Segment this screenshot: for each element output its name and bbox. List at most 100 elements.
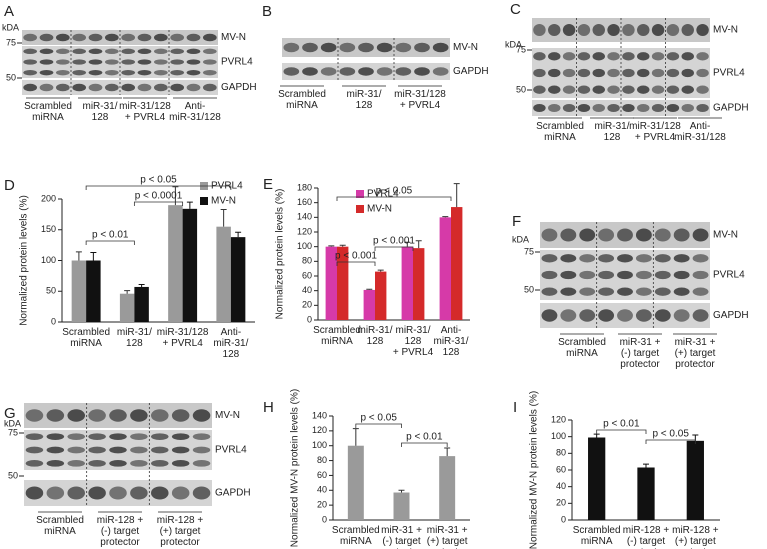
blot-band (137, 48, 152, 54)
blot-band (23, 70, 38, 76)
blot-band (637, 68, 650, 78)
blot-band (46, 486, 65, 500)
blot-band (186, 70, 201, 76)
blot-band (55, 59, 70, 65)
blot-band (637, 104, 650, 112)
significance-bracket (85, 185, 232, 190)
bar (401, 246, 413, 320)
blot-band (202, 83, 217, 92)
lane-label: Scrambled miRNA (36, 515, 84, 537)
x-tick-label: miR-31/128 + PVRL4 (157, 327, 209, 349)
blot-band (607, 68, 620, 78)
legend-label: MV-N (367, 204, 392, 215)
blot-band (541, 309, 558, 322)
blot-band (23, 48, 38, 54)
y-tick-label: 0 (307, 314, 312, 324)
panel-letter: A (4, 3, 14, 20)
error-bar (328, 245, 335, 247)
error-bar (186, 201, 193, 209)
kda-label: kDA (2, 22, 19, 32)
blot-band (23, 83, 38, 92)
x-tick-label: miR-31/128 (357, 325, 392, 347)
band-label: PVRL4 (215, 445, 247, 456)
blot-band (151, 446, 169, 454)
bar (168, 205, 183, 322)
x-tick-label: miR-31/128 + PVRL4 (393, 325, 434, 358)
significance-label: p < 0.05 (140, 175, 177, 186)
blot-band (171, 460, 190, 467)
blot-band (548, 52, 561, 61)
blot-band (202, 48, 217, 54)
blot-band (72, 70, 87, 76)
bar (451, 207, 463, 320)
y-tick-label: 100 (297, 241, 312, 251)
bar (588, 437, 606, 520)
blot-band (673, 287, 690, 296)
blot-band (533, 24, 546, 36)
x-tick-label: Scrambled miRNA (313, 325, 361, 347)
legend-swatch (200, 197, 208, 205)
blot-band (560, 228, 577, 242)
blot-band (46, 460, 65, 467)
blot-band (607, 104, 620, 112)
blot-band (533, 85, 546, 94)
blot-band (339, 67, 356, 76)
blot-band (302, 67, 318, 76)
y-axis-label: Normalized MV-N protein levels (%) (529, 391, 540, 549)
bar (134, 286, 149, 322)
band-label: GAPDH (453, 66, 489, 77)
lane-label: Scrambled miRNA (24, 101, 72, 123)
blot-band (579, 228, 596, 242)
blot-band (607, 24, 620, 36)
y-tick-label: 40 (317, 485, 327, 495)
blot-band (25, 446, 44, 454)
blot-band (186, 59, 201, 65)
error-bar (444, 447, 451, 457)
blot-band (562, 52, 576, 61)
blot-band (395, 42, 412, 53)
significance-label: p < 0.01 (603, 419, 640, 430)
bar (686, 440, 704, 520)
blot-band (533, 68, 546, 78)
blot-band (67, 486, 85, 500)
legend-label: MV-N (211, 196, 236, 207)
lane-label: miR-31/128 (82, 101, 117, 123)
blot-band (666, 68, 680, 78)
band-label: GAPDH (215, 488, 251, 499)
significance-label: p < 0.01 (406, 432, 443, 443)
band-label: PVRL4 (713, 270, 745, 281)
y-tick-label: 200 (41, 193, 56, 203)
blot-band (533, 104, 546, 112)
error-bar (377, 269, 384, 272)
blot-band (283, 67, 300, 76)
blot-band (548, 104, 561, 112)
blot-band (137, 33, 152, 42)
blot-band (560, 254, 577, 263)
panel-letter: I (513, 399, 517, 416)
blot-band (151, 486, 169, 500)
y-axis-label: Normalized protein levels (%) (275, 189, 286, 320)
blot-band (104, 33, 119, 42)
y-tick-label: 20 (317, 500, 327, 510)
blot-band (622, 24, 635, 36)
error-bar (593, 433, 600, 438)
error-bar (352, 428, 359, 446)
blot-band (25, 433, 44, 440)
significance-label: p < 0.05 (360, 413, 397, 424)
blot-strip (532, 48, 710, 98)
band-label: PVRL4 (713, 68, 745, 79)
blot-band (104, 83, 119, 92)
bar (182, 208, 198, 322)
bar (375, 271, 387, 320)
lane-label: Scrambled miRNA (278, 89, 326, 111)
blot-band (46, 433, 65, 440)
y-tick-label: 80 (317, 455, 327, 465)
blot-band (592, 68, 605, 78)
blot-band (39, 83, 54, 92)
blot-band (67, 433, 85, 440)
blot-band (696, 104, 709, 112)
bar (439, 456, 456, 520)
blot-band (673, 254, 690, 263)
blot-band (192, 460, 211, 467)
blot-band (171, 486, 190, 500)
